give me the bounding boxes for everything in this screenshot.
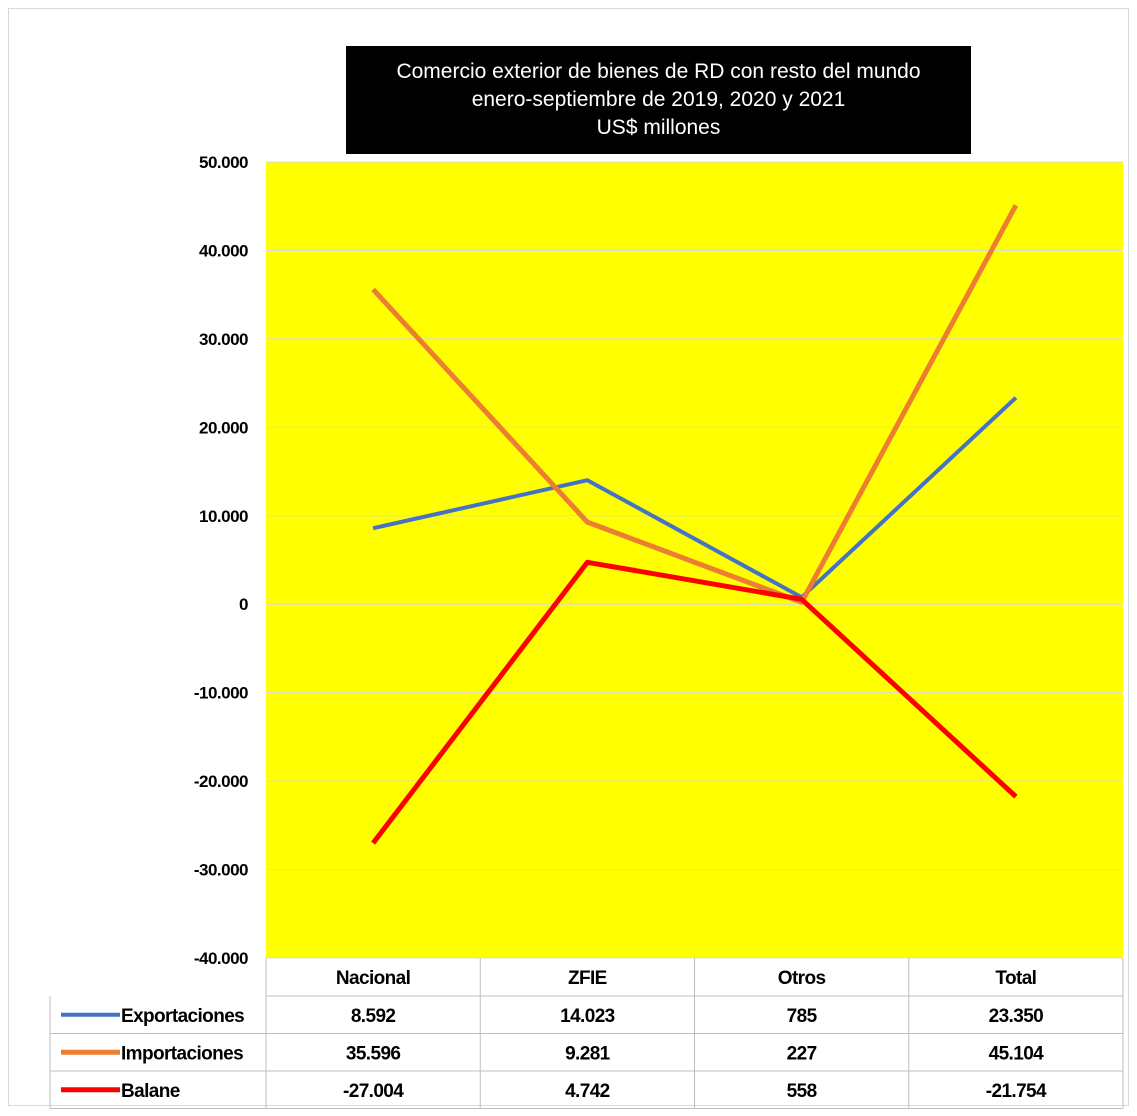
table-cell: 8.592 (351, 1006, 396, 1027)
y-tick-label: 40.000 (199, 241, 248, 260)
legend-label-importaciones: Importaciones (121, 1043, 243, 1064)
y-tick-label: 50.000 (199, 153, 248, 172)
table-cell: 558 (787, 1081, 817, 1102)
y-tick-label: 30.000 (199, 330, 248, 349)
table-header-nacional: Nacional (336, 968, 410, 989)
series-line-importaciones (371, 204, 1019, 605)
chart-title: Comercio exterior de bienes de RD con re… (346, 46, 971, 154)
table-header-otros: Otros (778, 968, 826, 989)
legend-label-exportaciones: Exportaciones (121, 1006, 244, 1027)
y-tick-label: -20.000 (194, 772, 248, 791)
legend-label-balane: Balane (121, 1081, 180, 1102)
series-line-balane (371, 559, 1018, 845)
series-lines (371, 204, 1019, 845)
chart-title-line-3: US$ millones (596, 116, 721, 139)
chart-title-line-2: enero-septiembre de 2019, 2020 y 2021 (471, 88, 846, 111)
y-tick-label: 0 (239, 595, 248, 614)
table-cell: 14.023 (560, 1006, 615, 1027)
table-cell: 45.104 (989, 1043, 1045, 1064)
y-tick-label: -40.000 (194, 949, 248, 968)
table-cell: 785 (787, 1006, 818, 1027)
data-table: Nacional ZFIE Otros Total Exportaciones 8.592… (49, 958, 1124, 1109)
table-cell: 35.596 (346, 1043, 401, 1064)
chart-title-line-1: Comercio exterior de bienes de RD con re… (396, 60, 921, 83)
y-tick-label: -10.000 (194, 684, 248, 703)
table-cell: 4.742 (565, 1081, 610, 1102)
series-line-exportaciones (372, 396, 1018, 600)
table-cell: -27.004 (343, 1081, 404, 1102)
table-header-total: Total (995, 968, 1036, 989)
y-axis-tick-labels: 50.000 40.000 30.000 20.000 10.000 0 -10.000 -2… (194, 153, 249, 968)
y-tick-label: 20.000 (199, 418, 248, 437)
chart-frame (8, 8, 1129, 1106)
table-cell: 9.281 (565, 1043, 611, 1064)
table-cell: -21.754 (986, 1081, 1047, 1102)
table-cell: 227 (787, 1043, 817, 1064)
y-tick-label: -30.000 (194, 861, 248, 880)
table-cell: 23.350 (989, 1006, 1044, 1027)
table-header-zfie: ZFIE (568, 968, 607, 989)
y-tick-label: 10.000 (199, 507, 248, 526)
